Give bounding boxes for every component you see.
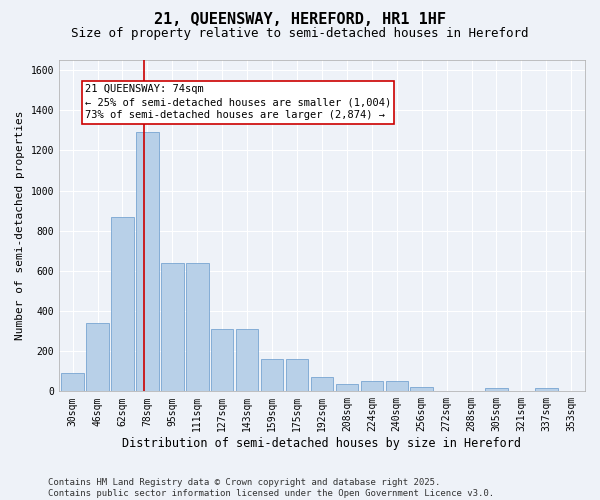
Text: Contains HM Land Registry data © Crown copyright and database right 2025.
Contai: Contains HM Land Registry data © Crown c…	[48, 478, 494, 498]
Bar	[186, 263, 209, 392]
Bar	[311, 378, 333, 392]
Bar	[161, 263, 184, 392]
Bar	[535, 388, 557, 392]
Bar	[111, 216, 134, 392]
Bar	[335, 384, 358, 392]
Bar	[136, 132, 158, 392]
Y-axis label: Number of semi-detached properties: Number of semi-detached properties	[15, 111, 25, 340]
Bar	[61, 374, 84, 392]
Bar	[236, 329, 259, 392]
Text: 21 QUEENSWAY: 74sqm
← 25% of semi-detached houses are smaller (1,004)
73% of sem: 21 QUEENSWAY: 74sqm ← 25% of semi-detach…	[85, 84, 391, 120]
Bar	[386, 382, 408, 392]
Bar	[286, 359, 308, 392]
Bar	[211, 329, 233, 392]
Bar	[485, 388, 508, 392]
Bar	[261, 359, 283, 392]
Bar	[410, 388, 433, 392]
Text: 21, QUEENSWAY, HEREFORD, HR1 1HF: 21, QUEENSWAY, HEREFORD, HR1 1HF	[154, 12, 446, 28]
Bar	[86, 323, 109, 392]
X-axis label: Distribution of semi-detached houses by size in Hereford: Distribution of semi-detached houses by …	[122, 437, 521, 450]
Text: Size of property relative to semi-detached houses in Hereford: Size of property relative to semi-detach…	[71, 28, 529, 40]
Bar	[361, 382, 383, 392]
